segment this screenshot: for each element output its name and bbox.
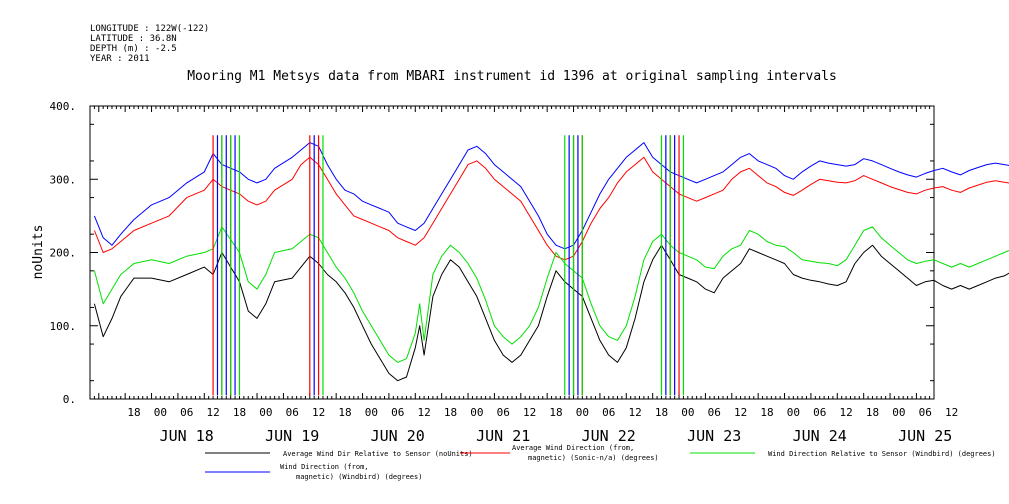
y-axis-label: noUnits bbox=[31, 225, 46, 280]
x-axis-ticks: 18 00 06 12 18 00 06 12 18 00 06 12 18 00 06 12 18 00 06 12… bbox=[89, 106, 958, 445]
x-hour-label: 12 bbox=[312, 406, 325, 419]
x-hour-label: 06 bbox=[180, 406, 193, 419]
x-hour-label: 18 bbox=[233, 406, 246, 419]
x-day-label: JUN 19 bbox=[265, 427, 319, 445]
x-hour-label: 18 bbox=[655, 406, 668, 419]
x-day-label: JUN 22 bbox=[582, 427, 636, 445]
series-windbird-relative bbox=[93, 226, 1009, 363]
x-hour-label: 06 bbox=[602, 406, 615, 419]
x-hour-label: 06 bbox=[391, 406, 404, 419]
x-hour-label: 12 bbox=[523, 406, 536, 419]
x-hour-label: 18 bbox=[127, 406, 140, 419]
meta-depth: DEPTH (m) : -2.5 bbox=[90, 44, 177, 54]
x-hour-label: 06 bbox=[497, 406, 510, 419]
x-hour-label: 18 bbox=[760, 406, 773, 419]
x-hour-label: 06 bbox=[286, 406, 299, 419]
series-layer bbox=[93, 135, 1009, 396]
x-day-label: JUN 18 bbox=[160, 427, 214, 445]
x-hour-label: 12 bbox=[206, 406, 219, 419]
y-tick-label: 300. bbox=[50, 173, 77, 186]
x-hour-label: 12 bbox=[628, 406, 641, 419]
y-tick-label: 100. bbox=[50, 320, 77, 333]
x-hour-label: 18 bbox=[338, 406, 351, 419]
y-axis-ticks: 0. 100. 200. 300. 400. bbox=[50, 100, 934, 406]
x-day-label: JUN 23 bbox=[687, 427, 741, 445]
x-hour-label: 18 bbox=[549, 406, 562, 419]
y-tick-label: 200. bbox=[50, 247, 77, 260]
series-sonic-dir bbox=[93, 156, 1009, 261]
x-hour-label: 12 bbox=[839, 406, 852, 419]
meta-year: YEAR : 2011 bbox=[90, 54, 150, 64]
x-hour-label: 00 bbox=[365, 406, 378, 419]
legend: Average Wind Dir Relative to Sensor (noU… bbox=[205, 444, 996, 481]
meta-latitude: LATITUDE : 36.8N bbox=[90, 34, 177, 44]
y-tick-label: 400. bbox=[50, 100, 77, 113]
x-hour-label: 12 bbox=[417, 406, 430, 419]
x-hour-label: 00 bbox=[892, 406, 905, 419]
x-hour-label: 00 bbox=[154, 406, 167, 419]
x-hour-label: 18 bbox=[866, 406, 879, 419]
x-hour-label: 06 bbox=[708, 406, 721, 419]
x-hour-label: 06 bbox=[813, 406, 826, 419]
chart-title: Mooring M1 Metsys data from MBARI instru… bbox=[187, 69, 837, 84]
x-hour-label: 00 bbox=[787, 406, 800, 419]
legend-label-windbird-dir: Wind Direction (from, magnetic) (Windbir… bbox=[280, 463, 422, 481]
x-day-label: JUN 21 bbox=[476, 427, 530, 445]
x-hour-label: 00 bbox=[681, 406, 694, 419]
x-hour-label: 12 bbox=[945, 406, 958, 419]
x-hour-label: 00 bbox=[470, 406, 483, 419]
x-hour-label: 12 bbox=[734, 406, 747, 419]
metadata-block: LONGITUDE : 122W(-122) LATITUDE : 36.8N … bbox=[90, 24, 209, 64]
x-hour-label: 06 bbox=[919, 406, 932, 419]
x-hour-label: 00 bbox=[576, 406, 589, 419]
x-hour-label: 18 bbox=[444, 406, 457, 419]
legend-label-sonic-dir: Average Wind Direction (from, magnetic) … bbox=[512, 444, 659, 462]
x-hour-label: 00 bbox=[259, 406, 272, 419]
series-windbird-dir bbox=[93, 142, 1009, 250]
plot-frame bbox=[89, 105, 935, 400]
legend-label-windbird-relative: Wind Direction Relative to Sensor (Windb… bbox=[768, 450, 996, 458]
x-day-label: JUN 25 bbox=[898, 427, 952, 445]
y-tick-label: 0. bbox=[63, 393, 76, 406]
legend-label-relative-dir: Average Wind Dir Relative to Sensor (noU… bbox=[283, 450, 473, 458]
x-day-label: JUN 20 bbox=[371, 427, 425, 445]
meta-longitude: LONGITUDE : 122W(-122) bbox=[90, 24, 209, 34]
x-day-label: JUN 24 bbox=[793, 427, 847, 445]
